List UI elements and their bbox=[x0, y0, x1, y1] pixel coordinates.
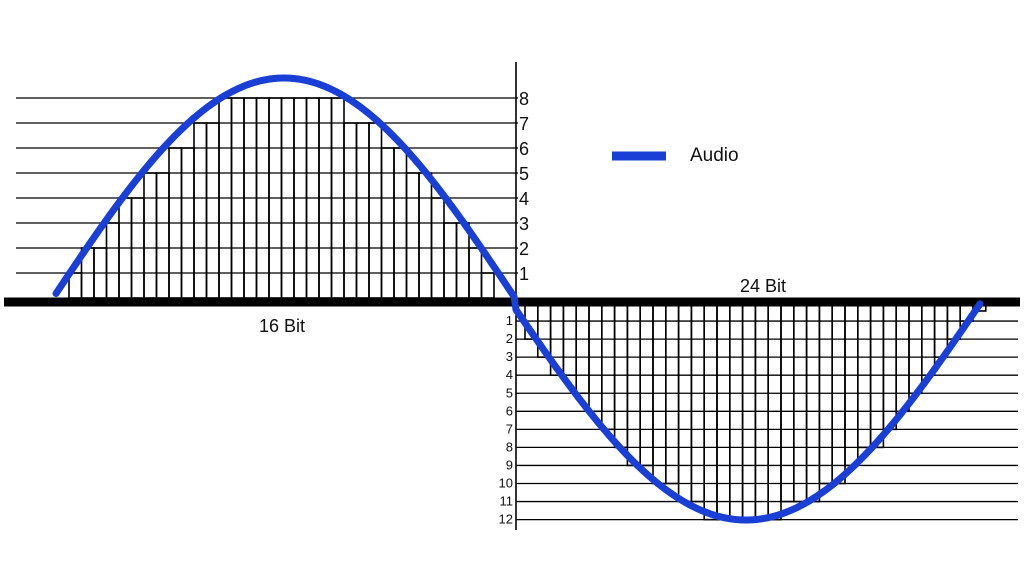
audio-waveform bbox=[52, 74, 984, 524]
upper-level-label: 2 bbox=[519, 239, 529, 259]
upper-level-label: 8 bbox=[519, 89, 529, 109]
quantization-bar bbox=[626, 302, 642, 467]
upper-level-label: 7 bbox=[519, 114, 529, 134]
upper-level-label: 1 bbox=[519, 264, 529, 284]
upper-level-label: 4 bbox=[519, 189, 529, 209]
quantization-bar bbox=[355, 122, 370, 299]
quantization-bar bbox=[882, 302, 898, 431]
quantization-bar bbox=[600, 302, 616, 431]
legend-label: Audio bbox=[690, 145, 739, 166]
quantization-bar bbox=[639, 302, 654, 467]
quantization-bar bbox=[155, 172, 170, 299]
quantization-bar bbox=[480, 272, 495, 299]
quantization-bar bbox=[908, 302, 923, 395]
quantization-bar bbox=[105, 222, 120, 299]
quantization-bar bbox=[443, 222, 458, 299]
quantization-bar bbox=[780, 302, 795, 503]
lower-level-label: 4 bbox=[506, 367, 513, 382]
lower-level-label: 5 bbox=[506, 385, 513, 400]
lower-level-label: 3 bbox=[506, 349, 513, 364]
lower-level-label: 12 bbox=[499, 512, 513, 527]
upper-level-label: 5 bbox=[519, 164, 529, 184]
quantization-bar bbox=[193, 122, 208, 299]
quantization-bar bbox=[677, 302, 693, 503]
quantization-bar bbox=[844, 302, 859, 467]
lower-level-label: 7 bbox=[506, 421, 513, 436]
legend: Audio bbox=[612, 145, 739, 166]
quantization-bar bbox=[405, 172, 420, 299]
caption-24-bit: 24 Bit bbox=[740, 276, 786, 296]
quantization-bar bbox=[792, 302, 808, 503]
lower-level-label: 8 bbox=[506, 439, 513, 454]
lower-level-label: 1 bbox=[506, 313, 513, 328]
quantization-bar bbox=[690, 302, 706, 503]
caption-16-bit: 16 Bit bbox=[259, 316, 305, 336]
quantization-bar bbox=[418, 172, 433, 299]
lower-level-label: 10 bbox=[499, 476, 513, 491]
upper-level-label: 6 bbox=[519, 139, 529, 159]
lower-level-label: 6 bbox=[506, 403, 513, 418]
quantization-bar bbox=[143, 172, 158, 299]
quantization-bar bbox=[343, 122, 358, 299]
upper-level-label: 3 bbox=[519, 214, 529, 234]
quantization-bar bbox=[368, 122, 383, 299]
quantization-bar bbox=[455, 222, 470, 299]
level-grid bbox=[16, 97, 1018, 521]
quantization-bar bbox=[205, 122, 220, 299]
lower-level-label: 11 bbox=[500, 494, 514, 509]
lower-level-label: 2 bbox=[506, 331, 513, 346]
lower-level-label: 9 bbox=[506, 457, 513, 472]
quantization-steps bbox=[68, 97, 987, 521]
quantization-bar bbox=[805, 302, 821, 503]
quantization-bar bbox=[575, 302, 590, 395]
